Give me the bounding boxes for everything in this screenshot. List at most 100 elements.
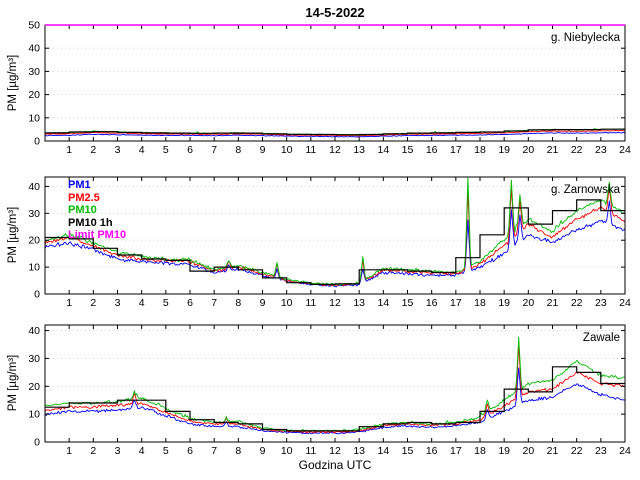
svg-text:0: 0 — [34, 437, 40, 449]
svg-text:50: 50 — [28, 20, 40, 32]
svg-text:19: 19 — [498, 297, 510, 309]
svg-text:23: 23 — [595, 144, 607, 156]
svg-text:10: 10 — [28, 409, 40, 421]
svg-text:17: 17 — [450, 445, 462, 457]
svg-text:4: 4 — [139, 144, 145, 156]
svg-text:3: 3 — [115, 445, 121, 457]
figure-title: 14-5-2022 — [305, 5, 365, 20]
svg-text:7: 7 — [211, 445, 217, 457]
svg-text:30: 30 — [28, 208, 40, 220]
svg-text:24: 24 — [619, 297, 631, 309]
svg-text:20: 20 — [28, 89, 40, 101]
legend-item-limit: Limit PM10 — [68, 229, 127, 241]
svg-text:4: 4 — [139, 445, 145, 457]
svg-text:3: 3 — [115, 297, 121, 309]
svg-text:14: 14 — [377, 445, 389, 457]
legend-item-pm25: PM2.5 — [68, 191, 100, 204]
svg-text:30: 30 — [28, 66, 40, 78]
svg-text:10: 10 — [281, 445, 293, 457]
svg-text:19: 19 — [498, 144, 510, 156]
svg-text:18: 18 — [474, 297, 486, 309]
svg-text:21: 21 — [547, 144, 559, 156]
svg-text:11: 11 — [305, 445, 316, 457]
svg-text:40: 40 — [28, 181, 40, 193]
station-label-zawale: Zawale — [582, 332, 620, 344]
svg-text:20: 20 — [28, 235, 40, 247]
svg-text:40: 40 — [28, 43, 40, 55]
svg-text:13: 13 — [353, 297, 365, 309]
svg-text:6: 6 — [187, 445, 193, 457]
svg-text:10: 10 — [281, 297, 293, 309]
svg-text:10: 10 — [28, 262, 40, 274]
svg-text:16: 16 — [426, 445, 438, 457]
svg-text:15: 15 — [402, 144, 414, 156]
svg-text:18: 18 — [474, 445, 486, 457]
svg-text:8: 8 — [235, 144, 241, 156]
svg-text:15: 15 — [402, 297, 414, 309]
svg-text:40: 40 — [28, 325, 40, 337]
y-axis-label-panel1: PM [µg/m³] — [7, 54, 19, 112]
svg-text:7: 7 — [211, 144, 217, 156]
svg-text:20: 20 — [522, 445, 534, 457]
svg-text:3: 3 — [115, 144, 121, 156]
svg-text:6: 6 — [187, 297, 193, 309]
svg-text:11: 11 — [305, 144, 316, 156]
svg-text:12: 12 — [329, 297, 341, 309]
svg-text:8: 8 — [235, 445, 241, 457]
svg-text:5: 5 — [163, 445, 169, 457]
svg-text:17: 17 — [450, 297, 462, 309]
svg-text:16: 16 — [426, 297, 438, 309]
svg-text:20: 20 — [28, 381, 40, 393]
svg-text:21: 21 — [547, 445, 559, 457]
svg-text:19: 19 — [498, 445, 510, 457]
y-axis-label-panel3: PM [µg/m³] — [7, 354, 19, 412]
svg-text:6: 6 — [187, 144, 193, 156]
svg-text:23: 23 — [595, 445, 607, 457]
svg-text:13: 13 — [353, 144, 365, 156]
legend-item-pm1: PM1 — [68, 179, 91, 191]
svg-text:2: 2 — [90, 445, 96, 457]
station-label-niebylecka: g. Niebylecka — [550, 32, 620, 44]
svg-text:1: 1 — [66, 297, 72, 309]
svg-text:20: 20 — [522, 297, 534, 309]
svg-text:2: 2 — [90, 144, 96, 156]
y-axis-label-panel2: PM [µg/m³] — [7, 206, 19, 264]
svg-text:24: 24 — [619, 445, 631, 457]
svg-text:12: 12 — [329, 144, 341, 156]
svg-text:13: 13 — [353, 445, 365, 457]
svg-text:30: 30 — [28, 353, 40, 365]
svg-text:10: 10 — [28, 112, 40, 124]
svg-text:15: 15 — [402, 445, 414, 457]
legend-item-pm10-1h: PM10 1h — [68, 216, 113, 229]
svg-text:2: 2 — [90, 297, 96, 309]
svg-text:9: 9 — [260, 445, 266, 457]
station-label-zarnowska: g. Zarnowska — [550, 184, 620, 196]
svg-text:11: 11 — [305, 297, 316, 309]
svg-text:1: 1 — [66, 445, 72, 457]
svg-text:8: 8 — [235, 297, 241, 309]
legend-item-pm10: PM10 — [68, 204, 97, 216]
svg-text:22: 22 — [571, 445, 583, 457]
svg-text:10: 10 — [281, 144, 293, 156]
svg-text:9: 9 — [260, 297, 266, 309]
svg-text:17: 17 — [450, 144, 462, 156]
svg-text:14: 14 — [377, 297, 389, 309]
svg-text:21: 21 — [547, 297, 559, 309]
svg-text:4: 4 — [139, 297, 145, 309]
svg-text:22: 22 — [571, 297, 583, 309]
svg-text:0: 0 — [34, 136, 40, 148]
svg-text:5: 5 — [163, 144, 169, 156]
svg-text:1: 1 — [66, 144, 72, 156]
svg-text:7: 7 — [211, 297, 217, 309]
svg-text:14: 14 — [377, 144, 389, 156]
svg-text:9: 9 — [260, 144, 266, 156]
svg-text:5: 5 — [163, 297, 169, 309]
svg-text:20: 20 — [522, 144, 534, 156]
svg-text:23: 23 — [595, 297, 607, 309]
svg-text:0: 0 — [34, 289, 40, 301]
x-axis-label: Godzina UTC — [298, 458, 372, 472]
svg-text:18: 18 — [474, 144, 486, 156]
svg-text:12: 12 — [329, 445, 341, 457]
